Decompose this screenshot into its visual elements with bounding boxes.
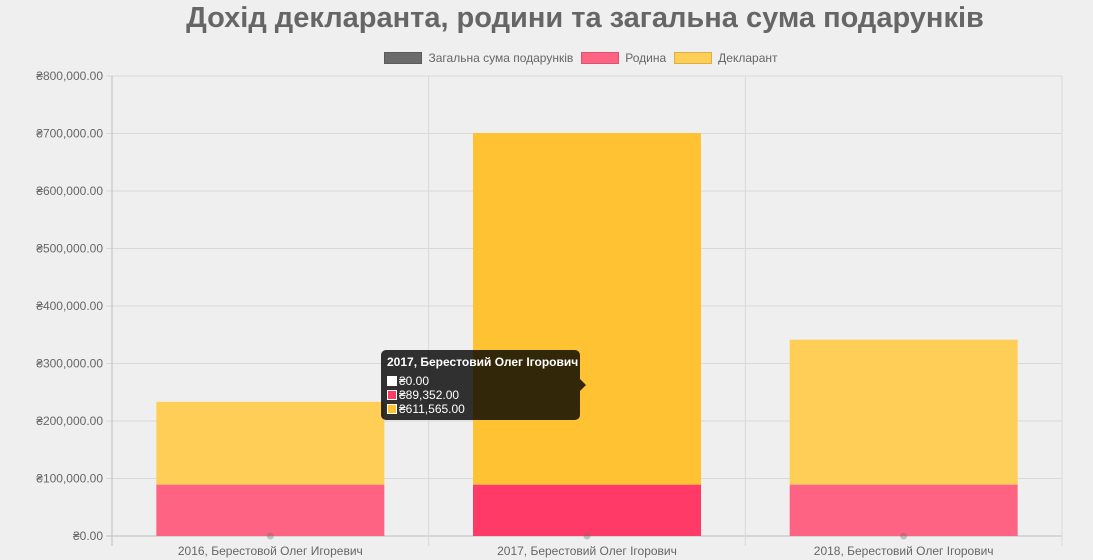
- legend-swatch-family: [581, 52, 620, 64]
- x-tick-label: 2018, Берестовий Олег Ігорович: [814, 544, 994, 558]
- y-axis: ₴0.00 ₴100,000.00 ₴200,000.00 ₴300,000.00 ₴4…: [36, 69, 103, 543]
- x-tick-label: 2016, Берестовой Олег Игоревич: [178, 544, 363, 558]
- bar-declarant[interactable]: [156, 401, 385, 485]
- legend-swatch-gifts: [384, 52, 423, 64]
- y-tick-label: ₴0.00: [73, 529, 103, 543]
- y-tick-label: ₴400,000.00: [36, 299, 103, 313]
- tooltip-title: 2017, Берестовий Олег Ігорович: [387, 355, 579, 369]
- tooltip-value-family: ₴89,352.00: [399, 388, 460, 402]
- bar-family[interactable]: [156, 484, 385, 536]
- legend-label-family: Родина: [625, 51, 667, 65]
- y-tick-label: ₴500,000.00: [36, 242, 103, 256]
- y-tick-label: ₴200,000.00: [36, 414, 103, 428]
- tooltip-value-declarant: ₴611,565.00: [399, 402, 465, 416]
- tooltip-row-gifts: ₴0.00: [387, 374, 574, 388]
- bar-declarant[interactable]: [789, 339, 1018, 485]
- y-tick-label: ₴300,000.00: [36, 357, 103, 371]
- point-gifts[interactable]: [583, 532, 591, 540]
- legend-item-gifts[interactable]: Загальна сума подарунків: [384, 51, 573, 65]
- bar-family[interactable]: [473, 484, 701, 536]
- legend-item-family[interactable]: Родина: [581, 51, 666, 65]
- x-axis: 2016, Берестовой Олег Игоревич 2017, Бере…: [178, 544, 994, 558]
- y-tick-label: ₴700,000.00: [36, 127, 103, 141]
- tooltip-row-family: ₴89,352.00: [387, 388, 574, 402]
- tooltip-row-declarant: ₴611,565.00: [387, 402, 574, 416]
- y-tick-label: ₴600,000.00: [36, 184, 103, 198]
- bars: [156, 132, 1018, 540]
- point-gifts[interactable]: [266, 532, 274, 540]
- legend-label-declarant: Декларант: [718, 51, 778, 65]
- tooltip-value-gifts: ₴0.00: [399, 374, 430, 388]
- tooltip-swatch-gifts: [387, 376, 397, 386]
- point-gifts[interactable]: [900, 532, 908, 540]
- y-tick-label: ₴100,000.00: [36, 472, 103, 486]
- x-tick-label: 2017, Берестовий Олег Ігорович: [497, 544, 677, 558]
- bar-declarant[interactable]: [473, 132, 701, 485]
- chart-legend: Загальна сума подарунків Родина Декларан…: [0, 51, 1093, 65]
- tooltip-swatch-family: [387, 390, 397, 400]
- legend-label-gifts: Загальна сума подарунків: [428, 51, 574, 65]
- chart-tooltip: 2017, Берестовий Олег Ігорович ₴0.00 ₴89…: [381, 350, 586, 420]
- legend-item-declarant[interactable]: Декларант: [674, 51, 778, 65]
- legend-swatch-declarant: [674, 52, 713, 64]
- y-tick-label: ₴800,000.00: [36, 69, 103, 83]
- tooltip-swatch-declarant: [387, 404, 397, 414]
- chart-title: Дохід декларанта, родини та загальна сум…: [186, 2, 984, 34]
- bar-family[interactable]: [789, 484, 1018, 536]
